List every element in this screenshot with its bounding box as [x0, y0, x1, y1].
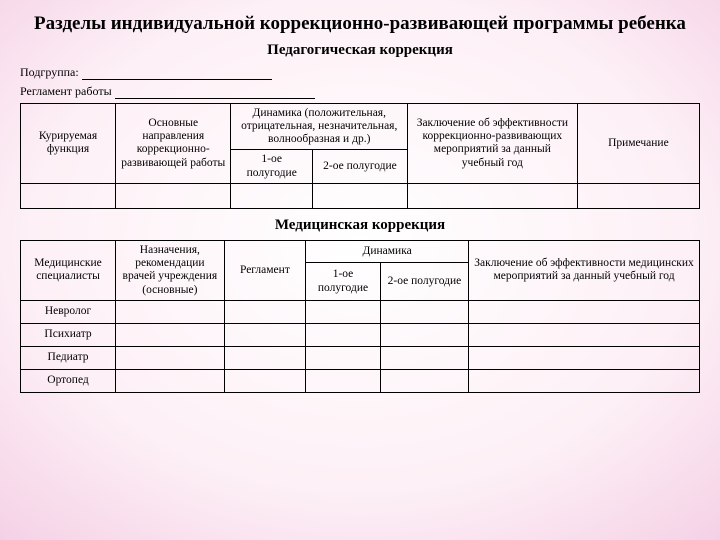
t1-col4: Заключение об эффективности коррекционно…	[407, 103, 577, 183]
subgroup-label: Подгруппа:	[20, 65, 79, 79]
t1-col5: Примечание	[577, 103, 699, 183]
table-row: Ортопед	[21, 369, 700, 392]
cell	[469, 346, 700, 369]
cell	[306, 300, 381, 323]
t2-col3: Регламент	[224, 240, 305, 300]
cell	[116, 300, 225, 323]
cell	[306, 369, 381, 392]
t1-col3a: 1-ое полугодие	[231, 150, 312, 183]
cell	[116, 369, 225, 392]
cell	[224, 346, 305, 369]
cell	[224, 369, 305, 392]
specialist-cell: Ортопед	[21, 369, 116, 392]
cell	[380, 300, 468, 323]
t1-col3b: 2-ое полугодие	[312, 150, 407, 183]
specialist-cell: Психиатр	[21, 323, 116, 346]
cell	[116, 183, 231, 208]
cell	[577, 183, 699, 208]
cell	[116, 323, 225, 346]
subgroup-underline	[82, 68, 272, 80]
t2-col4b: 2-ое полугодие	[380, 263, 468, 300]
cell	[380, 346, 468, 369]
t2-col2: Назначения, рекомендации врачей учрежден…	[116, 240, 225, 300]
cell	[306, 323, 381, 346]
table-header-row: Медицинские специалисты Назначения, реко…	[21, 240, 700, 263]
table-row: Невролог	[21, 300, 700, 323]
section2-heading: Медицинская коррекция	[20, 217, 700, 234]
t2-col4a: 1-ое полугодие	[306, 263, 381, 300]
main-title: Разделы индивидуальной коррекционно-разв…	[20, 12, 700, 36]
cell	[21, 183, 116, 208]
specialist-cell: Педиатр	[21, 346, 116, 369]
schedule-underline	[115, 87, 315, 99]
table-row: Психиатр	[21, 323, 700, 346]
subgroup-line: Подгруппа:	[20, 65, 700, 80]
table-row: Педиатр	[21, 346, 700, 369]
t2-col1: Медицинские специалисты	[21, 240, 116, 300]
table-row	[21, 183, 700, 208]
medical-table: Медицинские специалисты Назначения, реко…	[20, 240, 700, 393]
section1-heading: Педагогическая коррекция	[20, 42, 700, 59]
cell	[380, 323, 468, 346]
t1-col1: Курируемая функция	[21, 103, 116, 183]
t2-col5: Заключение об эффективности медицинских …	[469, 240, 700, 300]
page: Разделы индивидуальной коррекционно-разв…	[0, 0, 720, 540]
cell	[469, 323, 700, 346]
cell	[312, 183, 407, 208]
cell	[231, 183, 312, 208]
cell	[224, 323, 305, 346]
cell	[306, 346, 381, 369]
t1-col2: Основные направления коррекционно-развив…	[116, 103, 231, 183]
cell	[380, 369, 468, 392]
t2-col4: Динамика	[306, 240, 469, 263]
cell	[407, 183, 577, 208]
pedagogical-table: Курируемая функция Основные направления …	[20, 103, 700, 209]
t1-col3: Динамика (положительная, отрицательная, …	[231, 103, 408, 150]
specialist-cell: Невролог	[21, 300, 116, 323]
table-header-row: Курируемая функция Основные направления …	[21, 103, 700, 150]
cell	[469, 300, 700, 323]
schedule-label: Регламент работы	[20, 84, 112, 98]
cell	[224, 300, 305, 323]
schedule-line: Регламент работы	[20, 84, 700, 99]
cell	[116, 346, 225, 369]
cell	[469, 369, 700, 392]
